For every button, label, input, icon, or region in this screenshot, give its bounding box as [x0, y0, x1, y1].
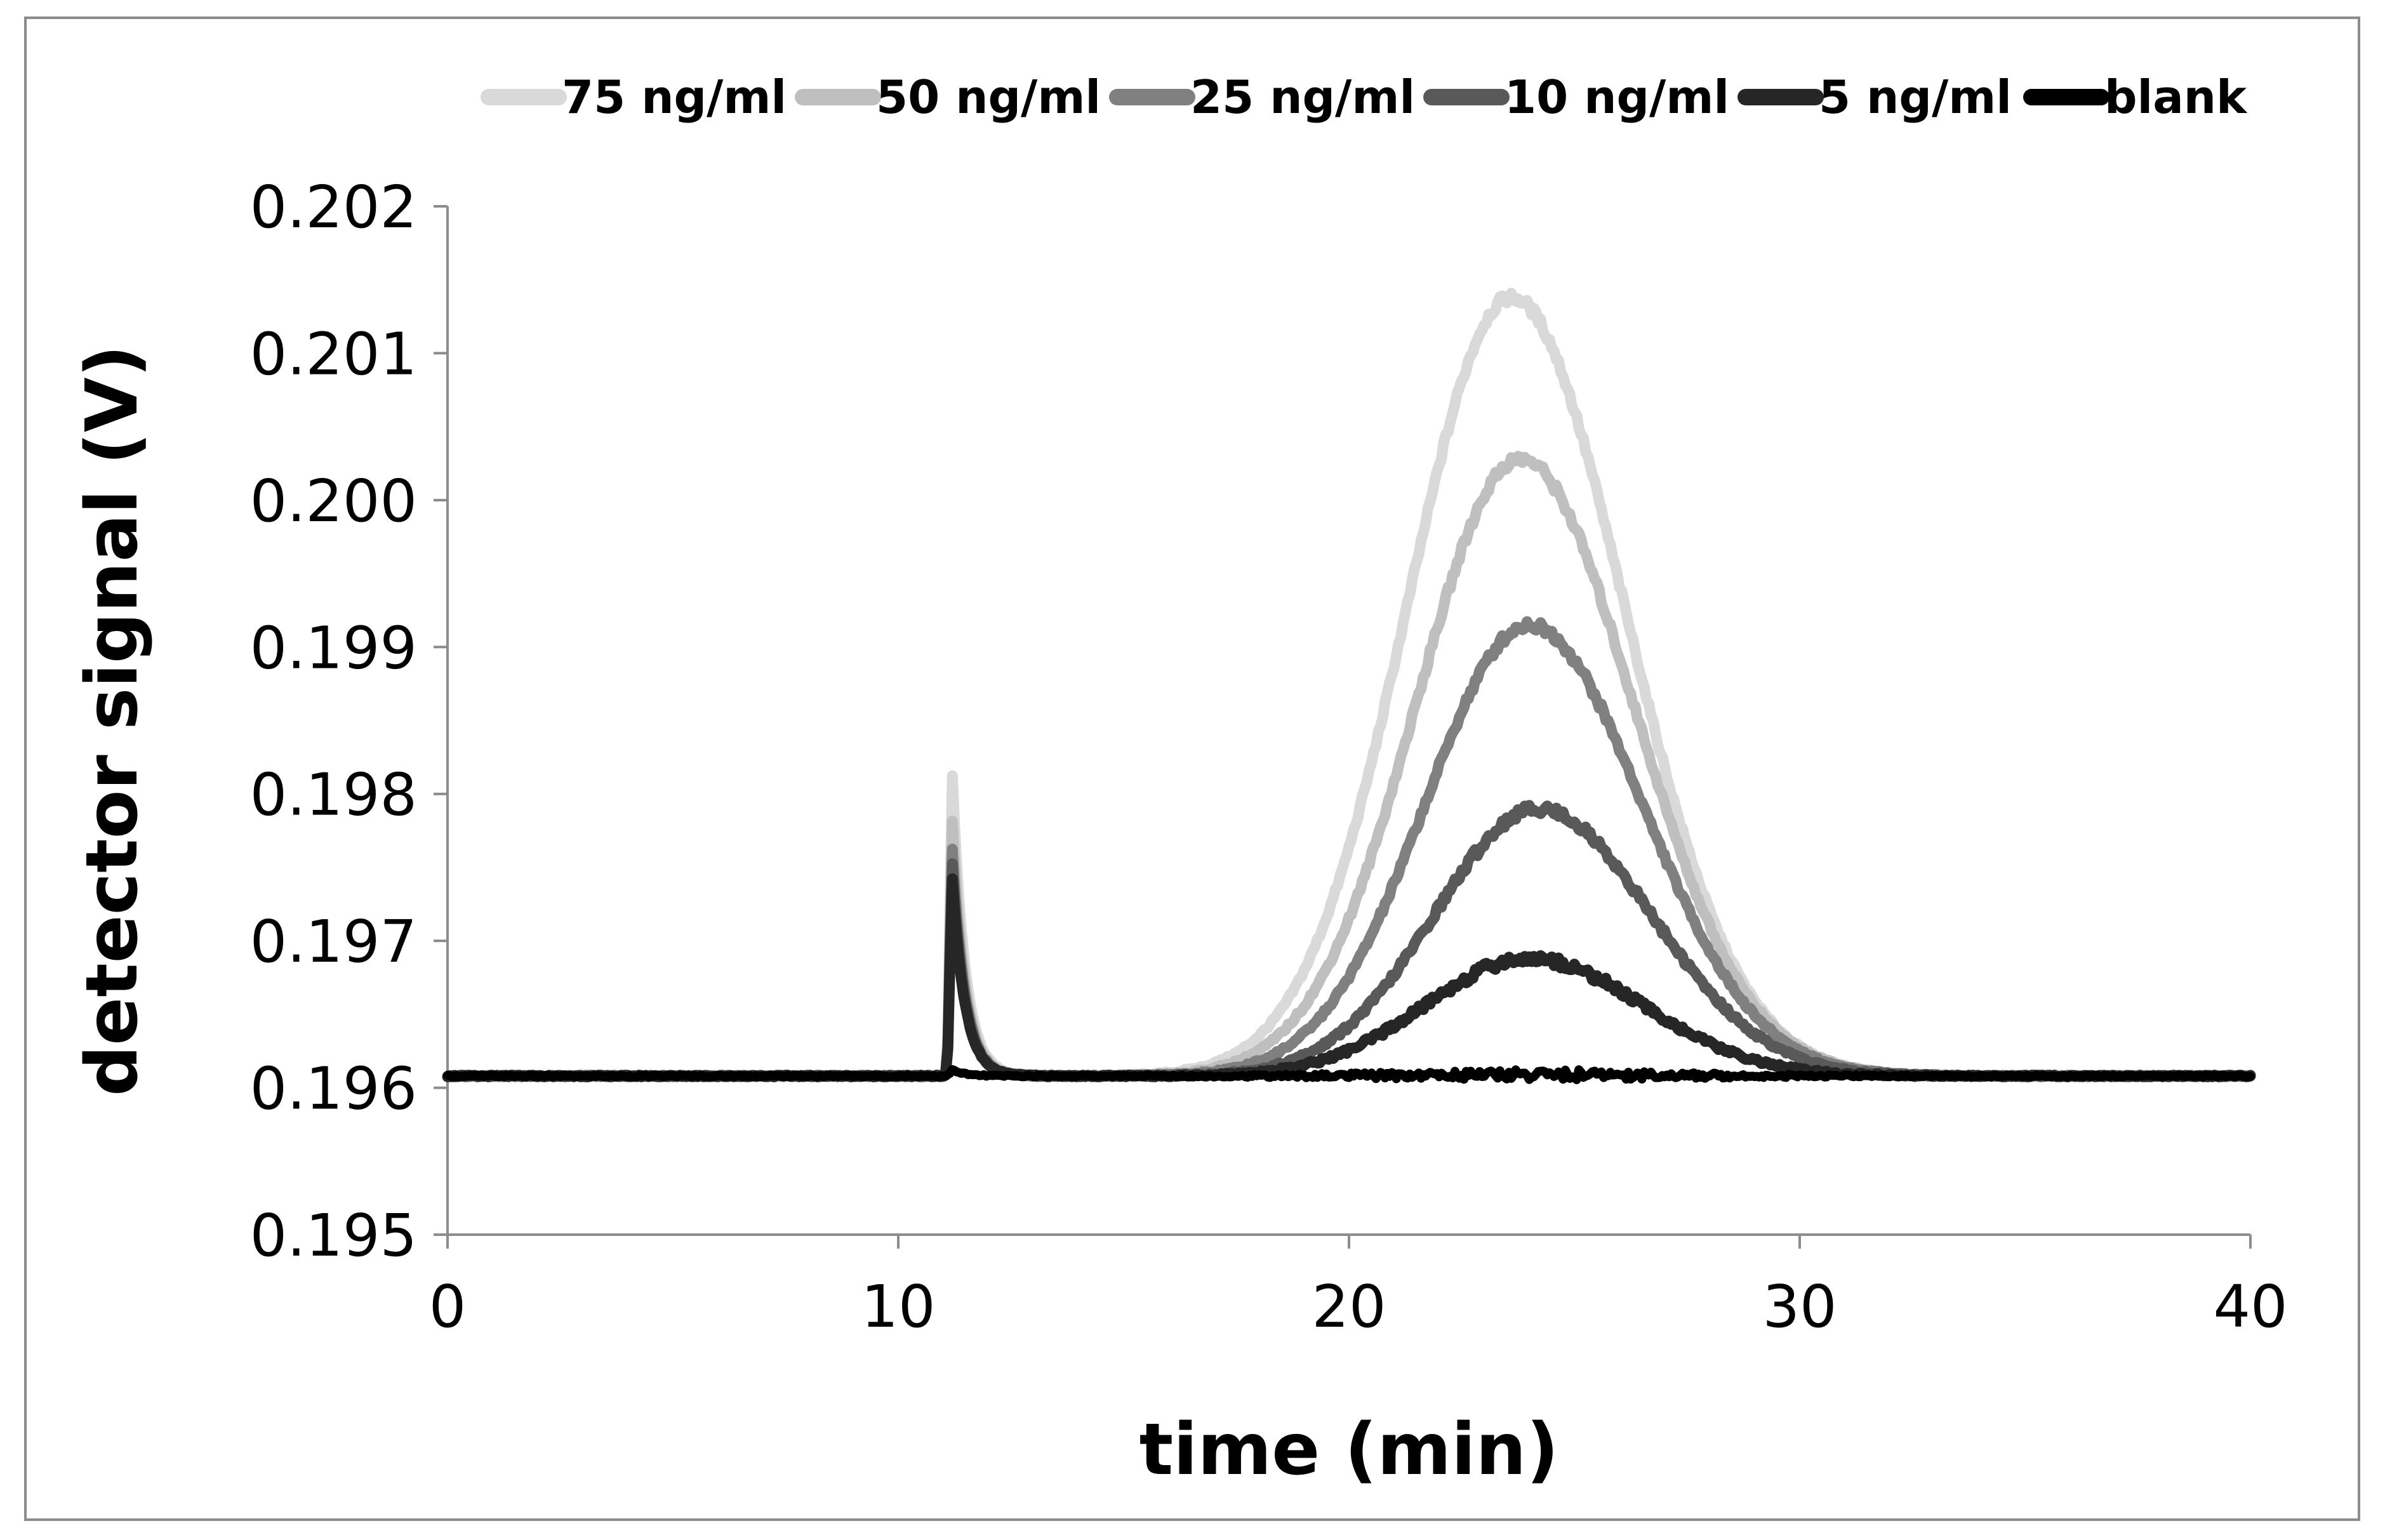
x-tick-label: 20	[1312, 1273, 1386, 1341]
y-tick-label: 0.202	[250, 173, 417, 241]
y-tick-label: 0.200	[250, 467, 417, 535]
y-ticks: 0.195 0.196 0.197 0.198 0.199 0.200 0.201 0.202	[250, 173, 448, 1270]
x-ticks: 0 10 20 30 40	[429, 1235, 2288, 1341]
y-tick-label: 0.197	[250, 908, 417, 976]
legend: 75 ng/ml 50 ng/ml 25 ng/ml 10 ng/ml 5 ng…	[481, 70, 2248, 124]
y-tick-label: 0.198	[250, 761, 417, 829]
y-tick-label: 0.195	[250, 1202, 417, 1270]
legend-label-5: 5 ng/ml	[1819, 70, 2012, 124]
legend-label-50: 50 ng/ml	[876, 70, 1101, 124]
y-tick-label: 0.201	[250, 320, 417, 388]
x-tick-label: 30	[1762, 1273, 1837, 1341]
series-group	[442, 288, 2256, 1084]
x-tick-label: 10	[861, 1273, 935, 1341]
x-tick-label: 0	[429, 1273, 467, 1341]
legend-label-25: 25 ng/ml	[1190, 70, 1415, 124]
series-line-75-ng-ml	[442, 288, 2256, 1082]
y-tick-label: 0.199	[250, 614, 417, 682]
legend-label-blank: blank	[2104, 70, 2248, 124]
y-tick-label: 0.196	[250, 1055, 417, 1123]
y-axis-title: detector signal (V)	[71, 345, 154, 1096]
series-line-blank	[443, 1065, 2255, 1084]
legend-label-75: 75 ng/ml	[562, 70, 787, 124]
x-tick-label: 40	[2213, 1273, 2287, 1341]
x-axis-title: time (min)	[1139, 1409, 1559, 1491]
legend-label-10: 10 ng/ml	[1505, 70, 1729, 124]
chart-frame	[24, 17, 2360, 1521]
